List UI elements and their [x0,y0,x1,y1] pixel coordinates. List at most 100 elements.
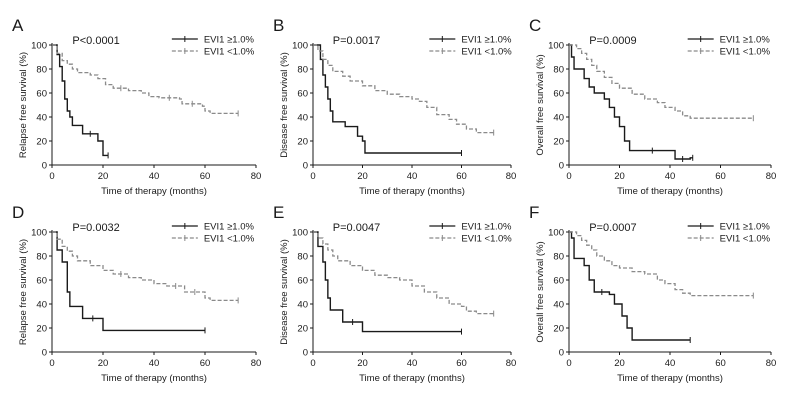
legend-label: EVI1 ≥1.0% [720,35,771,46]
legend-label: EVI1 <1.0% [204,47,255,58]
x-axis-title: Time of therapy (months) [617,373,723,384]
x-tick-label: 60 [456,171,467,182]
x-tick-label: 40 [407,171,418,182]
y-tick-label: 20 [553,136,564,147]
x-tick-label: 80 [766,171,777,182]
legend-label: EVI1 <1.0% [204,234,255,245]
km-curve-evi1-high [569,231,691,341]
y-tick-label: 40 [297,112,308,123]
p-value: P=0.0007 [589,222,636,234]
p-value: P=0.0047 [333,222,380,234]
x-tick-label: 80 [251,358,262,369]
x-tick-label: 0 [566,171,571,182]
y-tick-label: 80 [553,251,564,262]
y-axis-title: Relapse free survival (%) [18,52,29,158]
km-curve-evi1-high [52,44,109,157]
legend-label: EVI1 <1.0% [461,234,512,245]
legend-label: EVI1 ≥1.0% [204,222,255,233]
km-curve-evi1-low [52,44,239,115]
y-tick-label: 100 [31,227,47,238]
km-curve-evi1-high [313,231,462,333]
x-tick-label: 0 [566,358,571,369]
y-tick-label: 20 [36,323,47,334]
x-axis-title: Time of therapy (months) [101,186,207,197]
y-tick-label: 100 [292,227,308,238]
y-tick-label: 20 [297,323,308,334]
panel-letter: E [273,203,284,222]
p-value: P=0.0032 [72,222,119,234]
x-tick-label: 80 [506,358,517,369]
x-tick-label: 60 [715,171,726,182]
panel-f: F P=0.0007 0 20 40 60 80 100 0 20 40 60 80 Time of th… [529,203,776,384]
panel-c: C P=0.0009 0 20 40 60 80 100 0 20 40 60 80 Time of th… [529,16,776,197]
legend-label: EVI1 <1.0% [720,234,771,245]
y-tick-label: 60 [297,275,308,286]
legend-label: EVI1 ≥1.0% [204,35,255,46]
y-tick-label: 0 [303,347,308,358]
x-tick-label: 40 [149,171,160,182]
km-curve-evi1-low [569,44,754,119]
y-tick-label: 80 [297,64,308,75]
y-tick-label: 80 [297,251,308,262]
x-tick-label: 80 [766,358,777,369]
y-tick-label: 100 [548,40,564,51]
y-tick-label: 40 [297,299,308,310]
legend-label: EVI1 <1.0% [720,47,771,58]
y-tick-label: 100 [548,227,564,238]
x-tick-label: 40 [407,358,418,369]
x-tick-label: 60 [715,358,726,369]
x-tick-label: 20 [357,358,368,369]
x-axis-title: Time of therapy (months) [359,373,465,384]
x-tick-label: 0 [310,358,315,369]
y-tick-label: 20 [553,323,564,334]
x-tick-label: 20 [357,171,368,182]
y-tick-label: 20 [36,136,47,147]
x-tick-label: 40 [665,358,676,369]
y-axis-title: Disease free survival (%) [279,52,290,158]
x-tick-label: 60 [456,358,467,369]
y-tick-label: 100 [31,40,47,51]
km-curve-evi1-low [52,231,239,302]
x-tick-label: 20 [614,358,625,369]
y-tick-label: 60 [553,275,564,286]
x-axis-title: Time of therapy (months) [101,373,207,384]
x-tick-label: 40 [149,358,160,369]
panel-letter: A [12,16,24,35]
km-curve-evi1-low [313,44,494,134]
y-axis-title: Relapse free survival (%) [18,239,29,345]
km-curve-evi1-low [569,231,754,297]
x-tick-label: 60 [200,171,211,182]
y-tick-label: 80 [36,251,47,262]
x-axis-title: Time of therapy (months) [359,186,465,197]
x-axis-title: Time of therapy (months) [617,186,723,197]
y-axis-title: Disease free survival (%) [279,239,290,345]
y-tick-label: 40 [553,112,564,123]
y-tick-label: 60 [36,88,47,99]
y-tick-label: 60 [36,275,47,286]
panel-letter: F [529,203,539,222]
x-tick-label: 80 [251,171,262,182]
y-tick-label: 0 [559,160,564,171]
km-curve-evi1-high [52,231,205,332]
x-tick-label: 20 [614,171,625,182]
x-tick-label: 0 [310,171,315,182]
x-tick-label: 80 [506,171,517,182]
panel-a: A P<0.0001 0 20 40 60 80 100 0 20 40 60 80 Time of th… [12,16,261,197]
y-tick-label: 40 [553,299,564,310]
y-tick-label: 0 [42,347,47,358]
p-value: P=0.0017 [333,35,380,47]
km-curve-evi1-high [569,44,693,160]
panel-e: E P=0.0047 0 20 40 60 80 100 0 20 40 60 80 Time of th… [273,203,516,384]
panel-b: B P=0.0017 0 20 40 60 80 100 0 20 40 60 80 Time of th… [273,16,516,197]
panel-letter: C [529,16,541,35]
km-curve-evi1-low [313,231,494,315]
panel-letter: B [273,16,284,35]
y-tick-label: 20 [297,136,308,147]
y-tick-label: 80 [553,64,564,75]
y-tick-label: 80 [36,64,47,75]
legend-label: EVI1 ≥1.0% [461,222,512,233]
legend-label: EVI1 ≥1.0% [720,222,771,233]
x-tick-label: 0 [49,171,54,182]
p-value: P=0.0009 [589,35,636,47]
